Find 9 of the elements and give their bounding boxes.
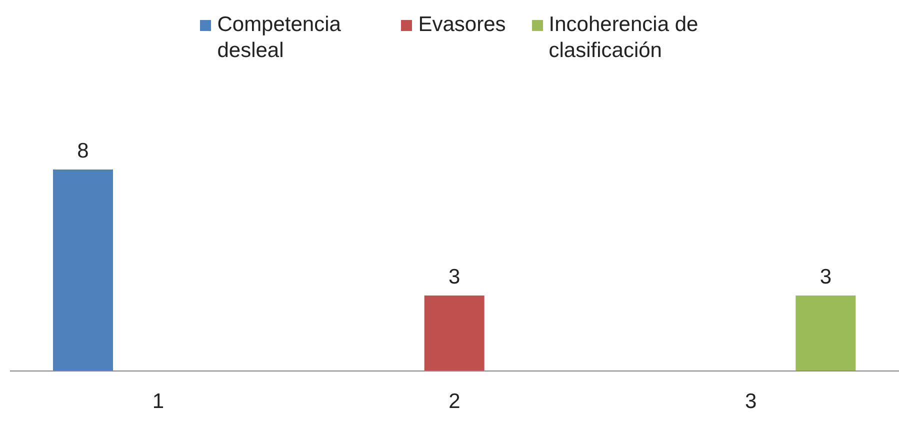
legend-label: Incoherencia de clasificación	[548, 12, 700, 64]
legend-label: Evasores	[418, 12, 506, 38]
legend-label: Competencia desleal	[217, 12, 342, 64]
x-tick-label: 1	[152, 390, 164, 413]
x-tick-label: 3	[744, 390, 757, 413]
x-tick-label: 2	[448, 390, 460, 413]
data-label: 3	[448, 265, 460, 288]
data-label: 8	[77, 140, 89, 163]
data-label: 3	[820, 265, 832, 288]
